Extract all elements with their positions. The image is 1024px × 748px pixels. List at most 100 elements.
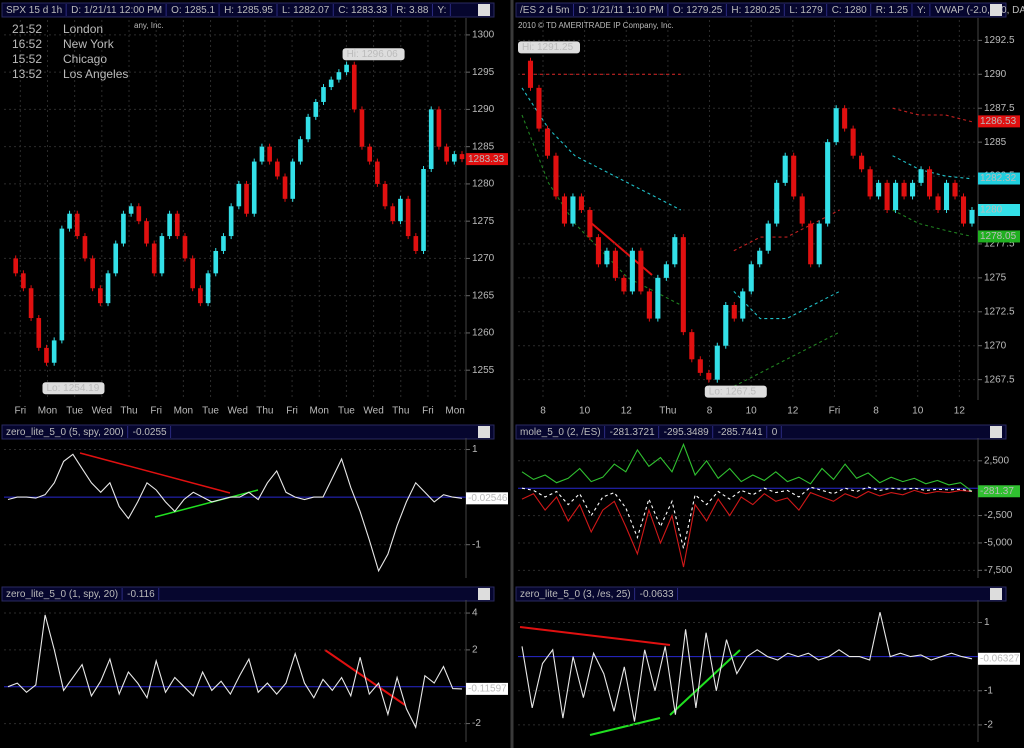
y-tick-label: -5,000 bbox=[984, 538, 1013, 549]
candle bbox=[321, 87, 326, 102]
indicator-line bbox=[521, 489, 973, 568]
price-label: -0.02546 bbox=[468, 493, 508, 504]
annotation: Hi: 1291.25 bbox=[522, 42, 574, 53]
price-label: -0.06327 bbox=[980, 653, 1020, 664]
candle bbox=[638, 250, 644, 292]
price-label-box bbox=[978, 230, 1020, 243]
y-tick-label: 1290 bbox=[984, 69, 1007, 80]
clock-city: London bbox=[63, 22, 103, 36]
world-clock: 21:52 London 16:52 New York 15:52 Chicago 13:5… bbox=[12, 22, 128, 81]
candle bbox=[290, 161, 296, 199]
panel-icon[interactable] bbox=[990, 588, 1002, 600]
header-field: C: 1283.33 bbox=[338, 5, 387, 16]
y-tick-label: 1300 bbox=[472, 30, 495, 41]
x-tick-label: 12 bbox=[954, 406, 966, 417]
x-tick-label: Fri bbox=[150, 406, 162, 417]
price-label: -0.11597 bbox=[468, 684, 507, 695]
candle bbox=[604, 250, 610, 265]
x-tick-label: Thu bbox=[659, 406, 676, 417]
header-field: -0.0255 bbox=[133, 427, 167, 438]
candle bbox=[105, 273, 111, 304]
x-tick-label: Thu bbox=[392, 406, 409, 417]
header-field: -281.3721 bbox=[610, 427, 655, 438]
candle bbox=[527, 60, 534, 88]
panel-icon[interactable] bbox=[990, 426, 1002, 438]
clock-time: 21:52 bbox=[12, 22, 42, 36]
x-tick-label: Fri bbox=[286, 406, 298, 417]
vwap-band bbox=[521, 114, 973, 387]
annotation-box bbox=[342, 48, 405, 61]
price-label: 1280 bbox=[980, 205, 1003, 216]
y-tick-label: 1275 bbox=[984, 272, 1007, 283]
candle bbox=[405, 198, 411, 237]
candle bbox=[663, 264, 669, 278]
candle bbox=[901, 182, 907, 197]
panel-header bbox=[515, 424, 1007, 440]
candle bbox=[893, 182, 899, 210]
x-tick-label: Thu bbox=[256, 406, 273, 417]
header-field: /ES 2 d 5m bbox=[520, 5, 569, 16]
candle bbox=[44, 347, 49, 363]
candle bbox=[672, 237, 678, 265]
candle bbox=[960, 196, 967, 224]
candle bbox=[121, 213, 126, 244]
candle bbox=[428, 109, 434, 170]
price-label-box bbox=[978, 115, 1020, 128]
panel-icon[interactable] bbox=[478, 588, 490, 600]
x-tick-label: 8 bbox=[707, 406, 713, 417]
y-tick-label: 1275 bbox=[472, 216, 495, 227]
y-tick-label: 1285 bbox=[472, 141, 495, 152]
candle bbox=[98, 288, 103, 304]
candle bbox=[151, 243, 157, 274]
candle bbox=[436, 109, 442, 147]
annotation: Lo: 1267.5 bbox=[709, 386, 757, 397]
candle bbox=[876, 182, 882, 197]
price-label: 1282.32 bbox=[980, 173, 1017, 184]
y-tick-label: 2,500 bbox=[984, 455, 1009, 466]
candle bbox=[969, 210, 975, 224]
y-tick-label: -2 bbox=[472, 718, 481, 729]
panel-header bbox=[515, 586, 1007, 602]
candle bbox=[723, 305, 729, 346]
header-field: O: 1279.25 bbox=[673, 5, 723, 16]
clock-city: New York bbox=[63, 37, 115, 51]
x-tick-label: Mon bbox=[310, 406, 329, 417]
y-tick-label: 1290 bbox=[472, 104, 495, 115]
panel-icon[interactable] bbox=[990, 4, 1002, 16]
header-field: Y: bbox=[917, 5, 926, 16]
candle bbox=[67, 213, 72, 229]
trend-line bbox=[669, 649, 741, 716]
indicator-line bbox=[7, 453, 463, 573]
clock-city: Chicago bbox=[63, 52, 107, 66]
candle bbox=[697, 359, 703, 373]
candle bbox=[182, 236, 188, 259]
candle bbox=[359, 109, 365, 147]
candle bbox=[213, 250, 219, 274]
candle bbox=[680, 237, 686, 333]
candle bbox=[136, 206, 142, 222]
candle bbox=[595, 237, 601, 265]
x-tick-label: Fri bbox=[14, 406, 26, 417]
candle bbox=[59, 228, 65, 341]
annotation-box bbox=[42, 382, 105, 395]
header-field: -285.7441 bbox=[718, 427, 763, 438]
candle bbox=[375, 161, 380, 184]
candle bbox=[646, 291, 652, 319]
header-field: zero_lite_5_0 (5, spy, 200) bbox=[6, 427, 124, 438]
annotation-box bbox=[518, 41, 580, 54]
price-label-box bbox=[978, 652, 1020, 665]
panel-icon[interactable] bbox=[478, 426, 490, 438]
x-tick-label: Wed bbox=[92, 406, 112, 417]
candle bbox=[259, 146, 265, 162]
x-tick-label: 12 bbox=[787, 406, 799, 417]
header-field: mole_5_0 (2, /ES) bbox=[520, 427, 601, 438]
header-field: L: 1279 bbox=[789, 5, 823, 16]
header-field: -0.116 bbox=[127, 589, 155, 600]
y-tick-label: 1 bbox=[984, 617, 990, 628]
candle bbox=[621, 277, 627, 292]
candle bbox=[816, 223, 822, 265]
x-tick-label: Mon bbox=[174, 406, 193, 417]
price-label: 1278.05 bbox=[980, 231, 1017, 242]
panel-icon[interactable] bbox=[478, 4, 490, 16]
candle bbox=[842, 108, 848, 129]
